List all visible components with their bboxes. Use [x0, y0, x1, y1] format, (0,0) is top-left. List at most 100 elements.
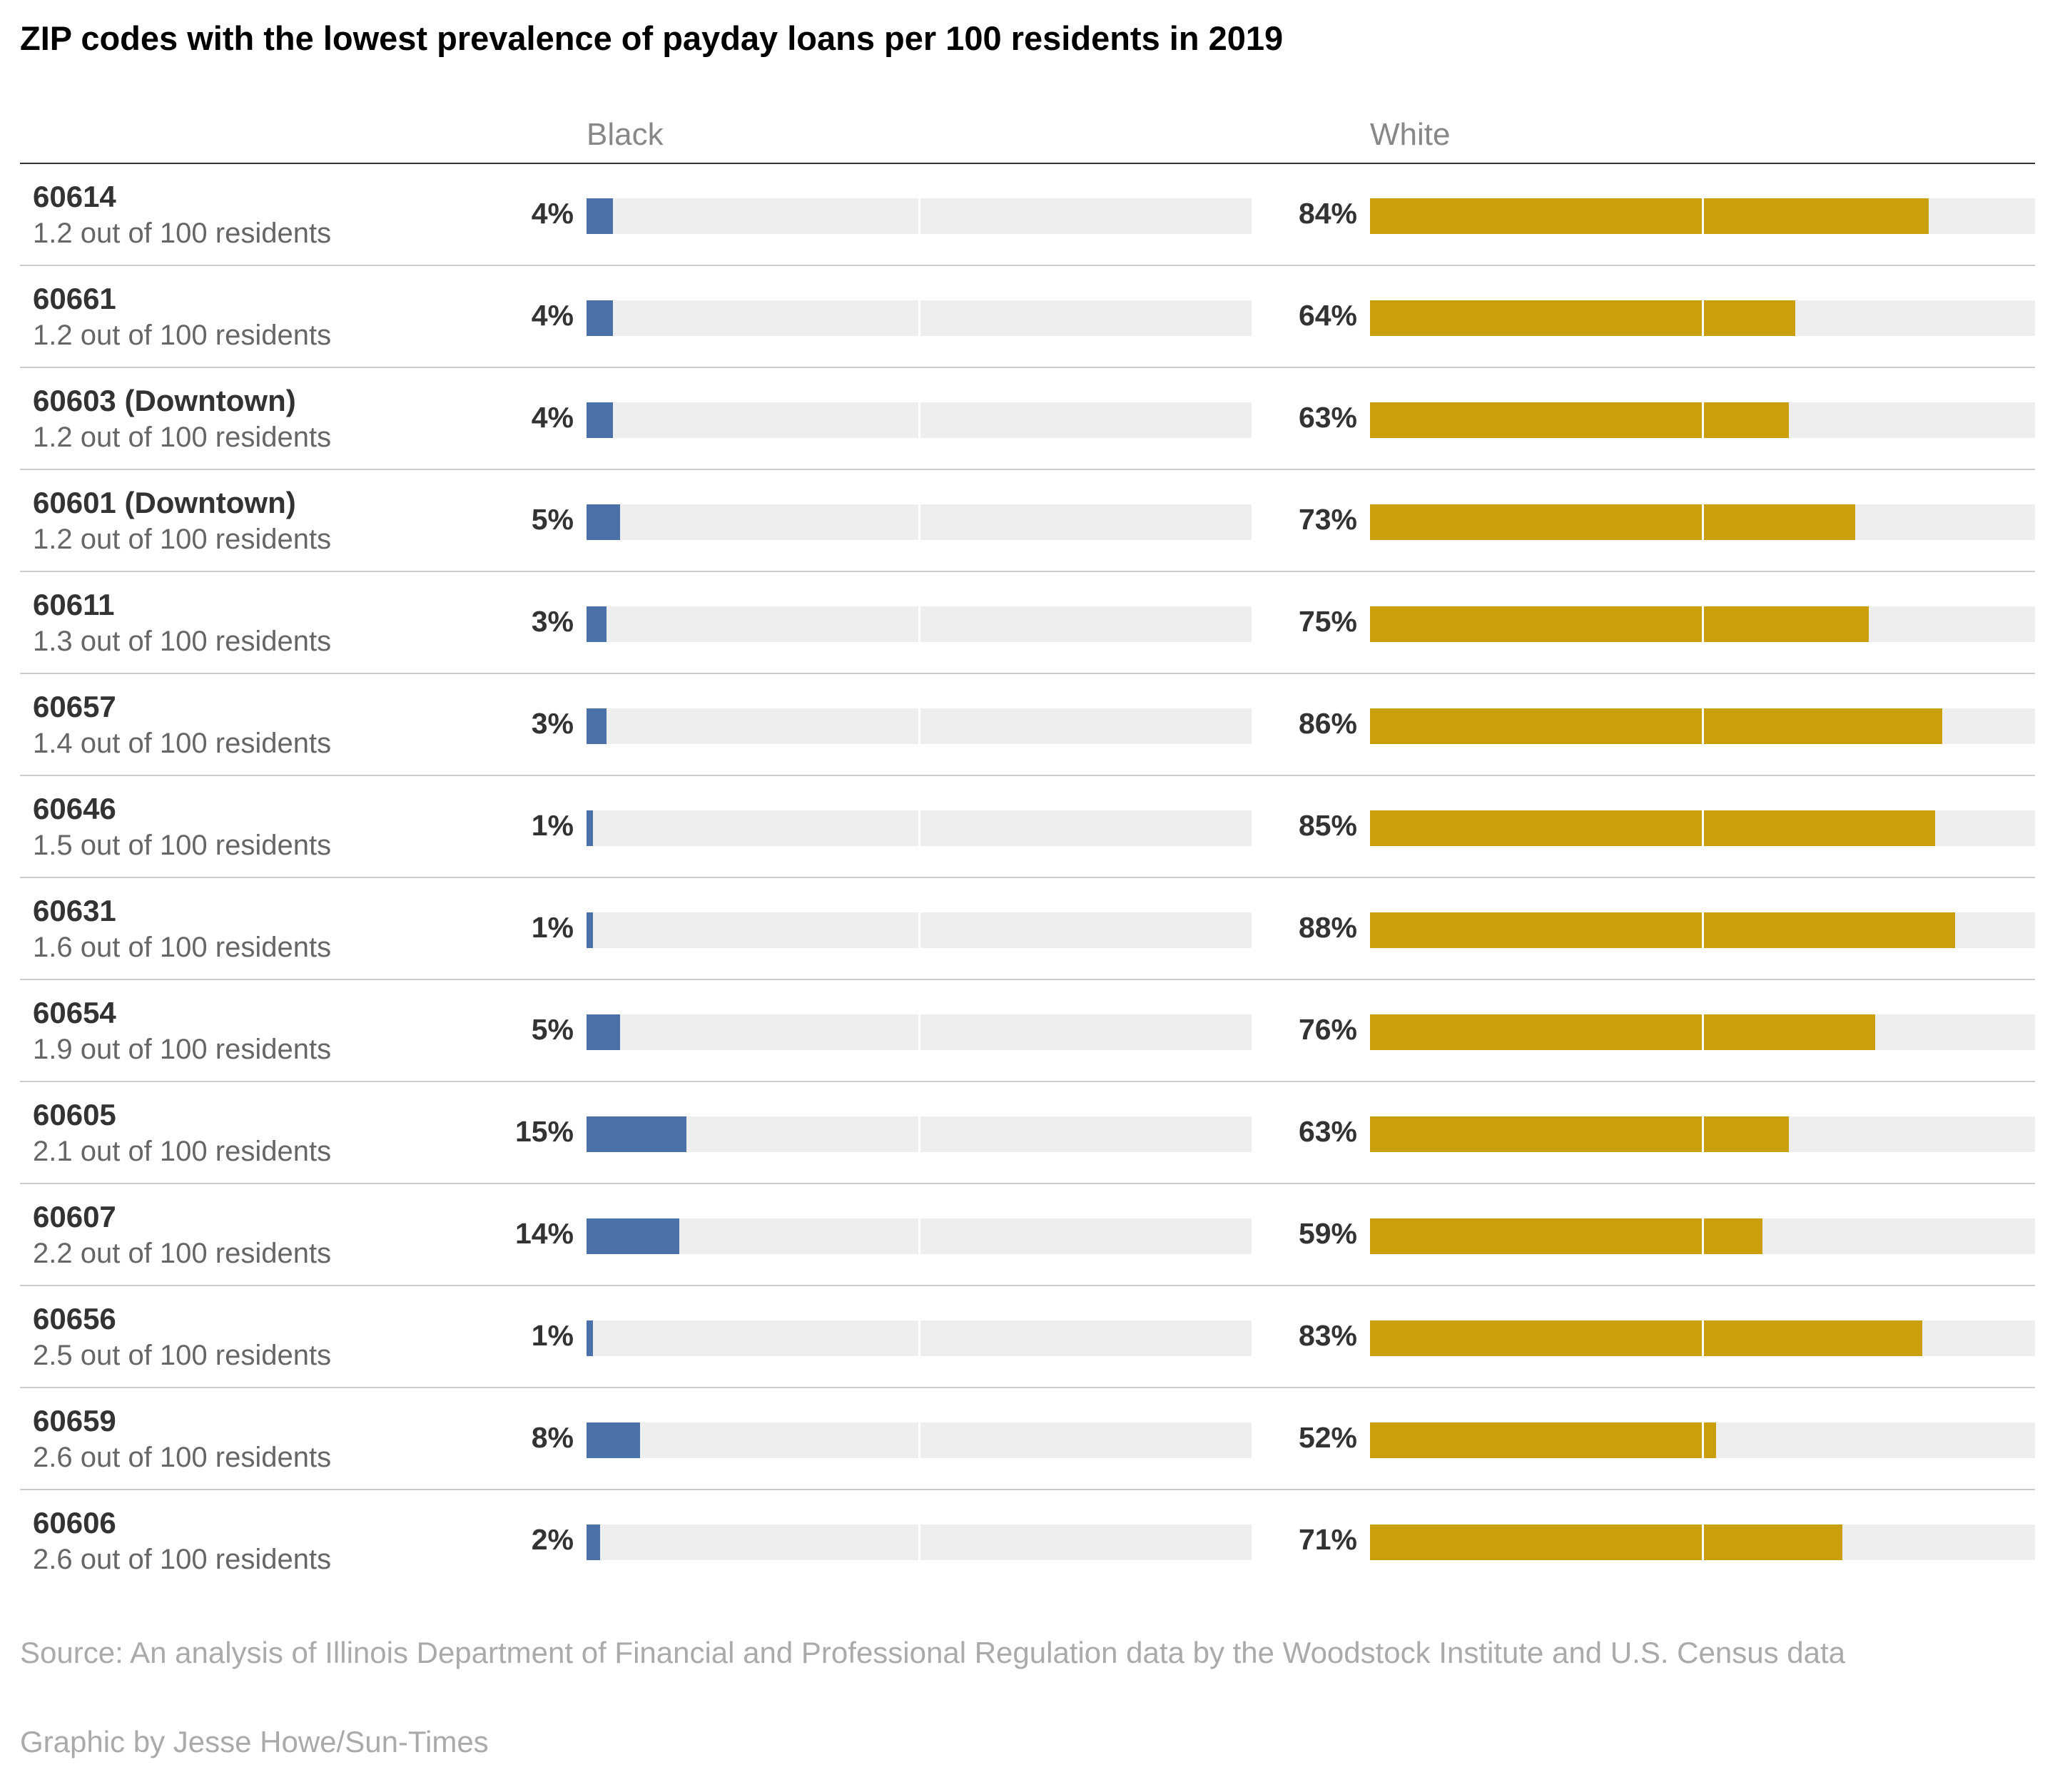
white-value-label: 64%: [1298, 299, 1357, 332]
zip-label: 60603 (Downtown): [33, 384, 296, 417]
zip-label: 60661: [33, 282, 116, 315]
midpoint-gridline: [1702, 810, 1704, 846]
rate-label: 1.6 out of 100 residents: [33, 932, 332, 963]
midpoint-gridline: [1702, 708, 1704, 744]
white-bar-track: [1370, 1320, 2035, 1356]
black-bar-track: [587, 606, 1252, 642]
table-row: 60631 1.6 out of 100 residents 1% 88%: [20, 878, 2035, 980]
rate-label: 1.5 out of 100 residents: [33, 830, 332, 861]
white-value-label: 85%: [1298, 809, 1357, 842]
midpoint-gridline: [918, 300, 920, 336]
rate-label: 2.6 out of 100 residents: [33, 1544, 332, 1575]
midpoint-gridline: [918, 810, 920, 846]
zip-label: 60646: [33, 792, 116, 825]
white-bar: [1370, 198, 1929, 234]
table-row: 60646 1.5 out of 100 residents 1% 85%: [20, 776, 2035, 878]
midpoint-gridline: [918, 606, 920, 642]
midpoint-gridline: [918, 198, 920, 234]
zip-label: 60654: [33, 996, 116, 1029]
zip-label: 60614: [33, 180, 116, 213]
white-bar: [1370, 504, 1856, 540]
black-bar: [587, 402, 614, 438]
black-bar-track: [587, 1116, 1252, 1152]
black-bar: [587, 1524, 600, 1560]
graphic-credit: Graphic by Jesse Howe/Sun-Times: [20, 1725, 489, 1758]
black-bar-track: [587, 708, 1252, 744]
midpoint-gridline: [1702, 912, 1704, 948]
white-bar: [1370, 402, 1790, 438]
black-bar: [587, 1320, 594, 1356]
zip-label: 60659: [33, 1404, 116, 1437]
midpoint-gridline: [1702, 198, 1704, 234]
midpoint-gridline: [918, 402, 920, 438]
black-bar-track: [587, 402, 1252, 438]
black-bar: [587, 504, 620, 540]
black-bar-track: [587, 1320, 1252, 1356]
rate-label: 1.2 out of 100 residents: [33, 422, 332, 453]
black-bar-track: [587, 912, 1252, 948]
rate-label: 1.4 out of 100 residents: [33, 728, 332, 759]
black-value-label: 4%: [531, 299, 574, 332]
white-bar: [1370, 1116, 1790, 1152]
white-bar: [1370, 912, 1956, 948]
white-value-label: 52%: [1298, 1421, 1357, 1454]
midpoint-gridline: [918, 1116, 920, 1152]
table-row: 60605 2.1 out of 100 residents 15% 63%: [20, 1082, 2035, 1184]
black-value-label: 15%: [514, 1115, 574, 1148]
rate-label: 2.1 out of 100 residents: [33, 1136, 332, 1167]
black-value-label: 8%: [531, 1421, 574, 1454]
midpoint-gridline: [918, 1422, 920, 1458]
white-value-label: 86%: [1298, 707, 1357, 740]
midpoint-gridline: [918, 1014, 920, 1050]
black-bar: [587, 810, 594, 846]
midpoint-gridline: [1702, 606, 1704, 642]
zip-label: 60605: [33, 1098, 116, 1131]
table-row: 60603 (Downtown) 1.2 out of 100 residents…: [20, 368, 2035, 470]
white-bar-track: [1370, 1422, 2035, 1458]
white-bar: [1370, 300, 1796, 336]
white-value-label: 63%: [1298, 1115, 1357, 1148]
black-value-label: 2%: [531, 1523, 574, 1556]
black-value-label: 14%: [514, 1217, 574, 1250]
black-value-label: 1%: [531, 809, 574, 842]
table-row: 60654 1.9 out of 100 residents 5% 76%: [20, 980, 2035, 1082]
zip-label: 60631: [33, 894, 116, 927]
white-bar: [1370, 1014, 1876, 1050]
midpoint-gridline: [1702, 1014, 1704, 1050]
rate-label: 1.3 out of 100 residents: [33, 626, 332, 657]
rate-label: 2.6 out of 100 residents: [33, 1442, 332, 1473]
zip-label: 60601 (Downtown): [33, 486, 296, 519]
black-bar: [587, 912, 594, 948]
midpoint-gridline: [918, 504, 920, 540]
black-bar: [587, 708, 607, 744]
midpoint-gridline: [1702, 1422, 1704, 1458]
white-value-label: 75%: [1298, 605, 1357, 638]
table-row: 60661 1.2 out of 100 residents 4% 64%: [20, 266, 2035, 368]
column-header-black: Black: [587, 117, 664, 152]
white-bar-track: [1370, 1218, 2035, 1254]
midpoint-gridline: [1702, 402, 1704, 438]
white-value-label: 63%: [1298, 401, 1357, 434]
black-bar-track: [587, 198, 1252, 234]
white-bar-track: [1370, 504, 2035, 540]
midpoint-gridline: [1702, 300, 1704, 336]
rate-label: 2.5 out of 100 residents: [33, 1340, 332, 1371]
table-row: 60656 2.5 out of 100 residents 1% 83%: [20, 1286, 2035, 1388]
rate-label: 1.2 out of 100 residents: [33, 320, 332, 351]
chart-title: ZIP codes with the lowest prevalence of …: [20, 19, 1284, 57]
white-bar-track: [1370, 708, 2035, 744]
black-bar: [587, 300, 614, 336]
zip-label: 60607: [33, 1200, 116, 1233]
rate-label: 1.2 out of 100 residents: [33, 524, 332, 555]
black-value-label: 3%: [531, 707, 574, 740]
black-value-label: 1%: [531, 1319, 574, 1352]
white-bar-track: [1370, 912, 2035, 948]
chart-rows: 60614 1.2 out of 100 residents 4% 84% 60661 1…: [20, 164, 2035, 1592]
black-bar-track: [587, 810, 1252, 846]
white-bar: [1370, 1524, 1842, 1560]
table-row: 60659 2.6 out of 100 residents 8% 52%: [20, 1388, 2035, 1490]
white-bar-track: [1370, 606, 2035, 642]
white-bar-track: [1370, 1014, 2035, 1050]
zip-label: 60657: [33, 690, 116, 723]
white-bar: [1370, 708, 1942, 744]
